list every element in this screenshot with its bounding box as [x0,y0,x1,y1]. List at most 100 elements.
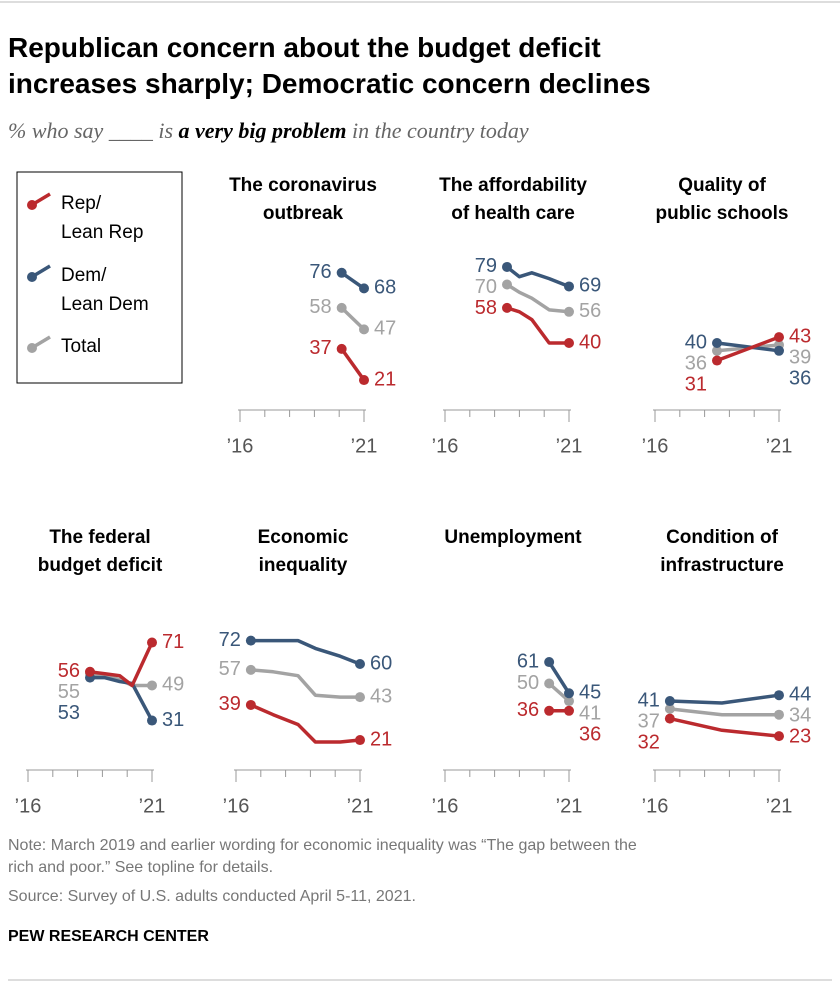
series-dot [359,283,369,294]
series-dot [359,324,369,335]
series-dot [502,279,512,290]
value-label: 36 [517,699,539,721]
series-line [250,703,361,744]
series-dot [359,375,369,386]
panel-title: The coronavirus outbreak [229,175,377,224]
value-label: 45 [579,682,601,704]
series-dot [147,637,157,648]
series-dot [355,692,365,703]
value-label: 69 [579,275,601,297]
series-line [250,668,360,699]
legend-label: Dem/ Lean Dem [61,265,149,315]
value-label: 72 [219,629,241,651]
x-tick-label: ’16 [642,795,669,817]
legend-dot [27,200,37,210]
value-label: 37 [638,710,660,732]
series-dot [245,699,256,710]
series-line [505,265,570,289]
x-tick-label: ’16 [432,795,459,817]
subtitle-part: % who say ____ is [8,118,179,143]
series-dot [355,735,365,746]
value-label: 21 [370,728,392,750]
series-dot [564,688,574,699]
value-label: 31 [162,709,184,731]
series-dot [502,302,512,313]
value-label: 23 [789,725,811,747]
series-line [716,335,780,363]
panel-title: Unemployment [444,527,582,548]
series-dot [564,281,574,292]
x-tick-label: ’16 [227,435,254,457]
value-label: 76 [309,261,331,283]
panel-title: The affordability of health care [439,175,587,224]
series-dot [712,345,722,356]
series-dot [147,680,157,691]
series-line [669,693,780,705]
series-line [89,641,154,688]
series-line [716,341,780,353]
value-label: 79 [475,255,497,277]
series-dot [664,703,675,714]
value-label: 40 [579,331,601,353]
x-tick-label: ’16 [15,795,42,817]
panel-title: Economic inequality [257,527,349,576]
panel-title: Quality of public schools [655,175,789,224]
value-label: 56 [58,660,80,682]
legend-dot [27,343,37,353]
value-label: 39 [789,346,811,368]
source: Source: Survey of U.S. adults conducted … [8,888,416,905]
value-label: 61 [517,650,539,672]
series-line [340,347,366,382]
series-dot [502,261,512,272]
legend-box [16,171,183,384]
value-label: 43 [370,685,392,707]
series-dot [564,696,574,707]
value-label: 53 [58,702,80,724]
panel-title: Condition of infrastructure [660,527,784,576]
value-label: 36 [789,367,811,389]
value-label: 55 [58,681,80,703]
value-label: 32 [638,731,660,753]
value-label: 47 [374,318,396,340]
value-label: 56 [579,300,601,322]
panel-title: The federal budget deficit [37,527,163,576]
series-dot [85,666,95,677]
series-line [506,306,569,345]
value-label: 44 [789,683,811,705]
x-tick-label: ’21 [351,435,378,457]
value-label: 31 [685,373,707,395]
series-dot [712,355,722,366]
series-dot [147,715,157,726]
legend-label: Total [61,336,102,357]
series-dot [774,731,784,742]
value-label: 57 [219,658,241,680]
x-tick-label: ’16 [223,795,250,817]
series-dot [336,267,347,278]
series-dot [774,332,784,343]
x-tick-label: ’16 [432,435,459,457]
series-dot [245,664,256,675]
value-label: 41 [638,689,660,711]
x-tick-label: ’21 [766,435,793,457]
value-label: 40 [685,331,707,353]
note: Note: March 2019 and earlier wording for… [8,837,637,876]
series-dot [564,705,574,716]
x-tick-label: ’21 [347,795,374,817]
subtitle-emphasis: a very big problem [178,118,347,143]
series-dot [336,343,347,354]
series-line [89,672,152,688]
value-label: 71 [162,631,184,653]
x-tick-label: ’21 [766,795,793,817]
series-dot [336,302,347,313]
value-label: 70 [475,276,497,298]
series-line [547,661,571,695]
value-label: 58 [309,296,331,318]
legend-dot [27,272,37,282]
series-dot [774,709,784,720]
x-tick-label: ’21 [139,795,166,817]
value-label: 41 [579,703,601,725]
value-label: 49 [162,674,184,696]
series-dot [774,345,784,356]
